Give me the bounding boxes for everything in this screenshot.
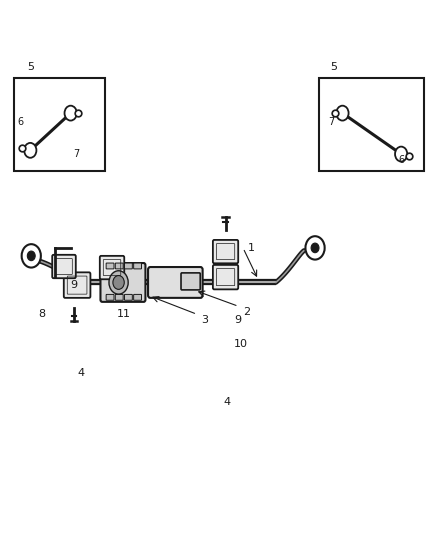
Text: 7: 7 <box>74 149 80 159</box>
FancyBboxPatch shape <box>181 273 200 290</box>
Text: 5: 5 <box>330 62 337 72</box>
Circle shape <box>395 147 407 161</box>
Text: 6: 6 <box>398 155 404 165</box>
Text: 9: 9 <box>234 314 241 325</box>
Text: 7: 7 <box>328 117 334 127</box>
Text: 11: 11 <box>117 309 131 319</box>
FancyBboxPatch shape <box>134 294 141 300</box>
Circle shape <box>336 106 349 120</box>
Circle shape <box>24 143 36 158</box>
Circle shape <box>109 271 128 294</box>
FancyBboxPatch shape <box>52 255 76 278</box>
Text: 3: 3 <box>201 314 208 325</box>
FancyBboxPatch shape <box>134 263 141 269</box>
Text: 1: 1 <box>247 243 254 253</box>
Text: 5: 5 <box>27 62 34 72</box>
Bar <box>319 78 424 171</box>
Circle shape <box>113 276 124 289</box>
FancyBboxPatch shape <box>106 294 114 300</box>
FancyBboxPatch shape <box>64 272 90 298</box>
FancyBboxPatch shape <box>106 263 114 269</box>
FancyBboxPatch shape <box>100 263 145 302</box>
FancyBboxPatch shape <box>213 265 238 289</box>
Text: 2: 2 <box>243 306 250 317</box>
Text: 9: 9 <box>71 280 78 290</box>
Text: 8: 8 <box>38 309 45 319</box>
FancyBboxPatch shape <box>213 240 238 263</box>
Text: 4: 4 <box>223 397 230 407</box>
Circle shape <box>27 251 35 261</box>
Circle shape <box>305 236 325 260</box>
FancyBboxPatch shape <box>115 294 123 300</box>
FancyBboxPatch shape <box>148 267 203 298</box>
Text: 10: 10 <box>234 338 248 349</box>
Circle shape <box>21 244 41 268</box>
Text: 4: 4 <box>77 368 84 378</box>
Bar <box>14 78 106 171</box>
Circle shape <box>311 243 319 253</box>
Circle shape <box>64 106 77 120</box>
FancyBboxPatch shape <box>124 263 132 269</box>
FancyBboxPatch shape <box>124 294 132 300</box>
FancyBboxPatch shape <box>115 263 123 269</box>
Text: 6: 6 <box>17 117 23 127</box>
FancyBboxPatch shape <box>100 256 124 279</box>
